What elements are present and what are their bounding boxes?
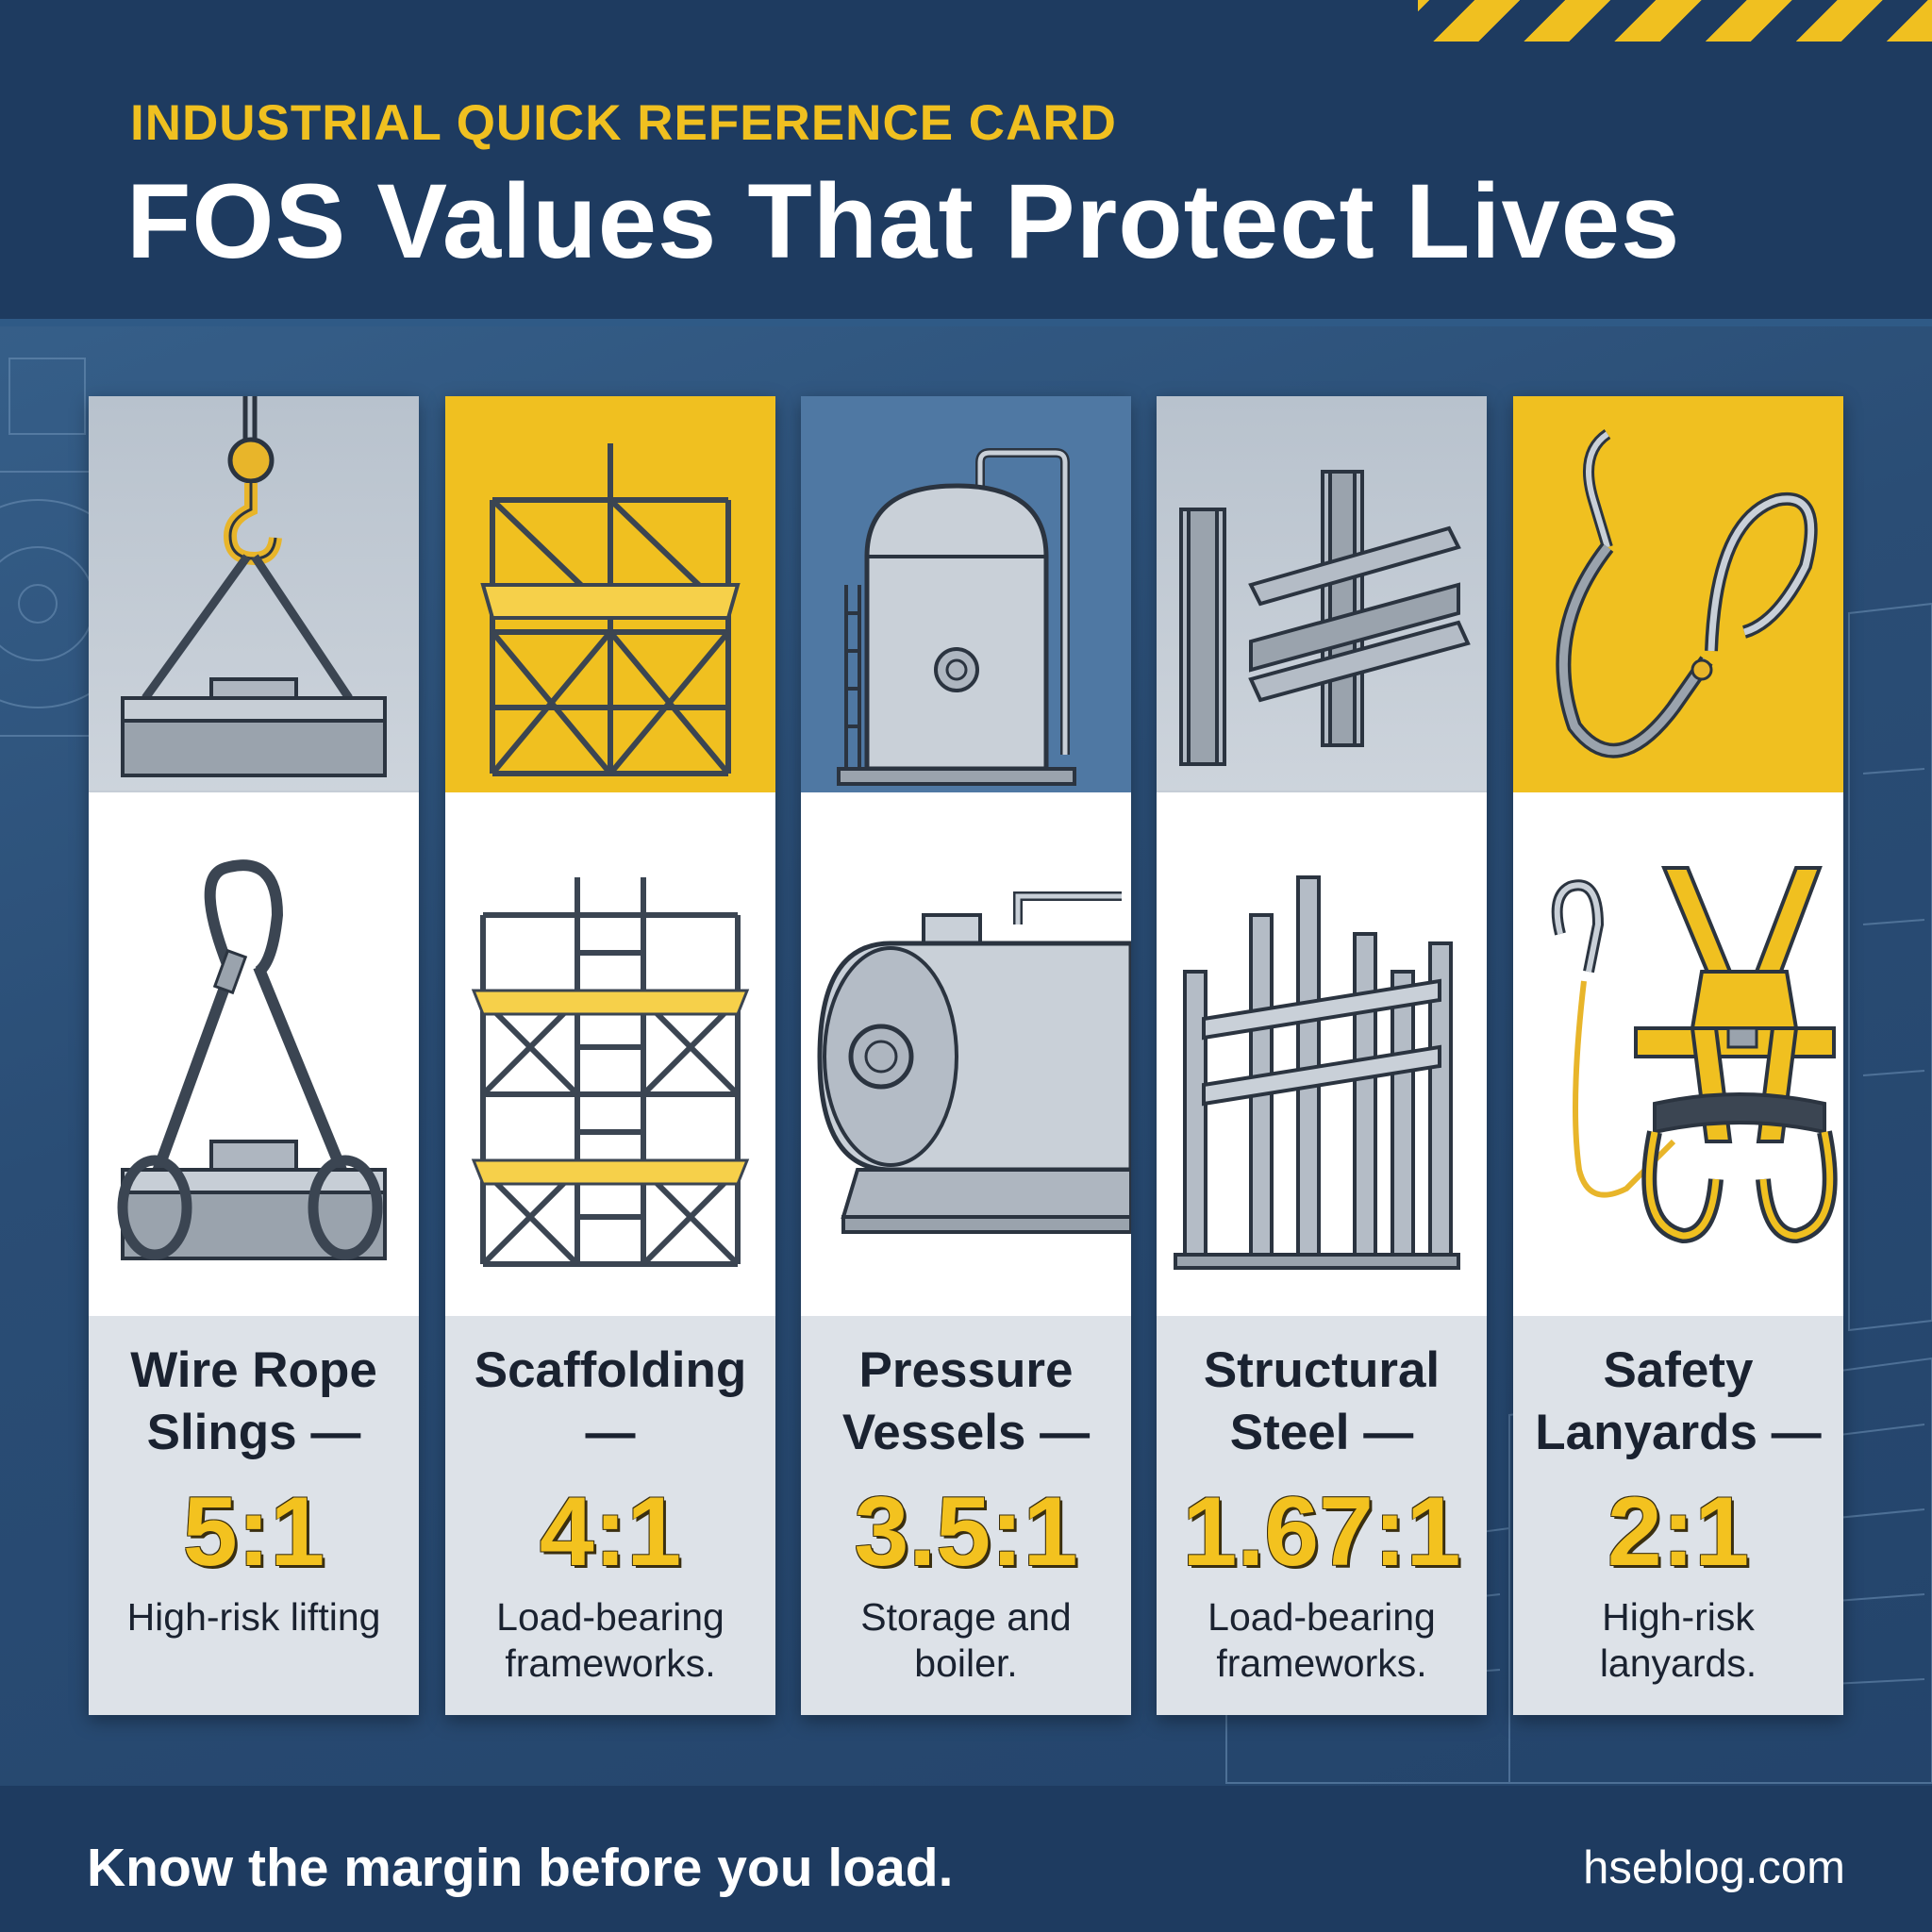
scaffold-frame-icon <box>471 877 750 1267</box>
card-structural-steel: Structural Steel — 1.67:1 Load-bearing f… <box>1157 396 1487 1715</box>
card-ratio: 3.5:1 <box>854 1477 1078 1587</box>
footer-site-link[interactable]: hseblog.com <box>1583 1842 1845 1893</box>
wire-rope-sling-icon <box>117 859 387 1260</box>
header-bar <box>0 0 1932 319</box>
footer-bar <box>0 1786 1932 1932</box>
card-ratio: 1.67:1 <box>1182 1477 1461 1587</box>
card-ratio: 2:1 <box>1607 1477 1750 1587</box>
card-safety-lanyards: Safety Lanyards — 2:1 High-risk lanyards… <box>1513 396 1843 1715</box>
card-ratio: 5:1 <box>182 1477 325 1587</box>
lanyard-hooks-icon <box>1556 429 1818 758</box>
card-name: Pressure Vessels — <box>841 1342 1091 1460</box>
card-bottom-panel <box>445 1316 775 1715</box>
card-bottom-panel <box>801 1316 1131 1715</box>
card-description: High-risk lifting <box>126 1595 381 1639</box>
kicker-text: INDUSTRIAL QUICK REFERENCE CARD <box>130 95 1117 151</box>
card-name: Scaffolding — <box>474 1342 747 1460</box>
card-bottom-panel <box>1513 1316 1843 1715</box>
i-beam-icon <box>1179 470 1471 766</box>
card-name: Wire Rope Slings — <box>130 1342 377 1460</box>
card-description: Load-bearing frameworks. <box>496 1595 724 1685</box>
card-name: Safety Lanyards — <box>1535 1342 1822 1460</box>
card-bottom-panel <box>89 1316 419 1715</box>
page-title: FOS Values That Protect Lives <box>126 162 1681 280</box>
card-description: Storage and boiler. <box>860 1595 1072 1685</box>
card-pressure-vessels: Pressure Vessels — 3.5:1 Storage and boi… <box>801 396 1131 1715</box>
card-ratio: 4:1 <box>539 1477 682 1587</box>
footer-tagline: Know the margin before you load. <box>87 1838 954 1898</box>
vertical-tank-icon <box>837 448 1076 786</box>
card-mid-panel <box>445 792 775 1316</box>
safety-harness-icon <box>1551 866 1838 1244</box>
card-description: Load-bearing frameworks. <box>1208 1595 1436 1685</box>
horizontal-vessel-icon <box>817 891 1131 1234</box>
steel-frame-icon <box>1174 875 1460 1270</box>
card-scaffolding: Scaffolding — 4:1 Load-bearing framework… <box>445 396 775 1715</box>
card-description: High-risk lanyards. <box>1599 1595 1757 1685</box>
card-name: Structural Steel — <box>1203 1342 1441 1460</box>
scaffold-tower-icon <box>480 443 741 776</box>
header-divider <box>0 319 1932 326</box>
card-wire-rope-slings: Wire Rope Slings — 5:1 High-risk lifting <box>89 396 419 1715</box>
hazard-stripe <box>1418 0 1932 42</box>
card-bottom-panel <box>1157 1316 1487 1715</box>
crane-hook-lift-icon <box>121 396 387 777</box>
